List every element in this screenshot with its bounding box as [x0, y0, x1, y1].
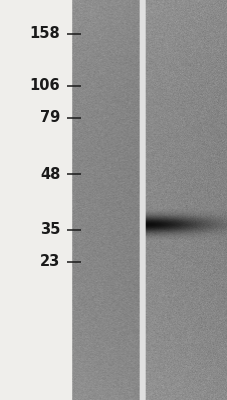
Text: 106: 106 — [30, 78, 60, 94]
Text: 48: 48 — [40, 166, 60, 182]
Text: 79: 79 — [40, 110, 60, 126]
Text: 23: 23 — [40, 254, 60, 270]
Text: 158: 158 — [30, 26, 60, 42]
Text: 35: 35 — [40, 222, 60, 238]
